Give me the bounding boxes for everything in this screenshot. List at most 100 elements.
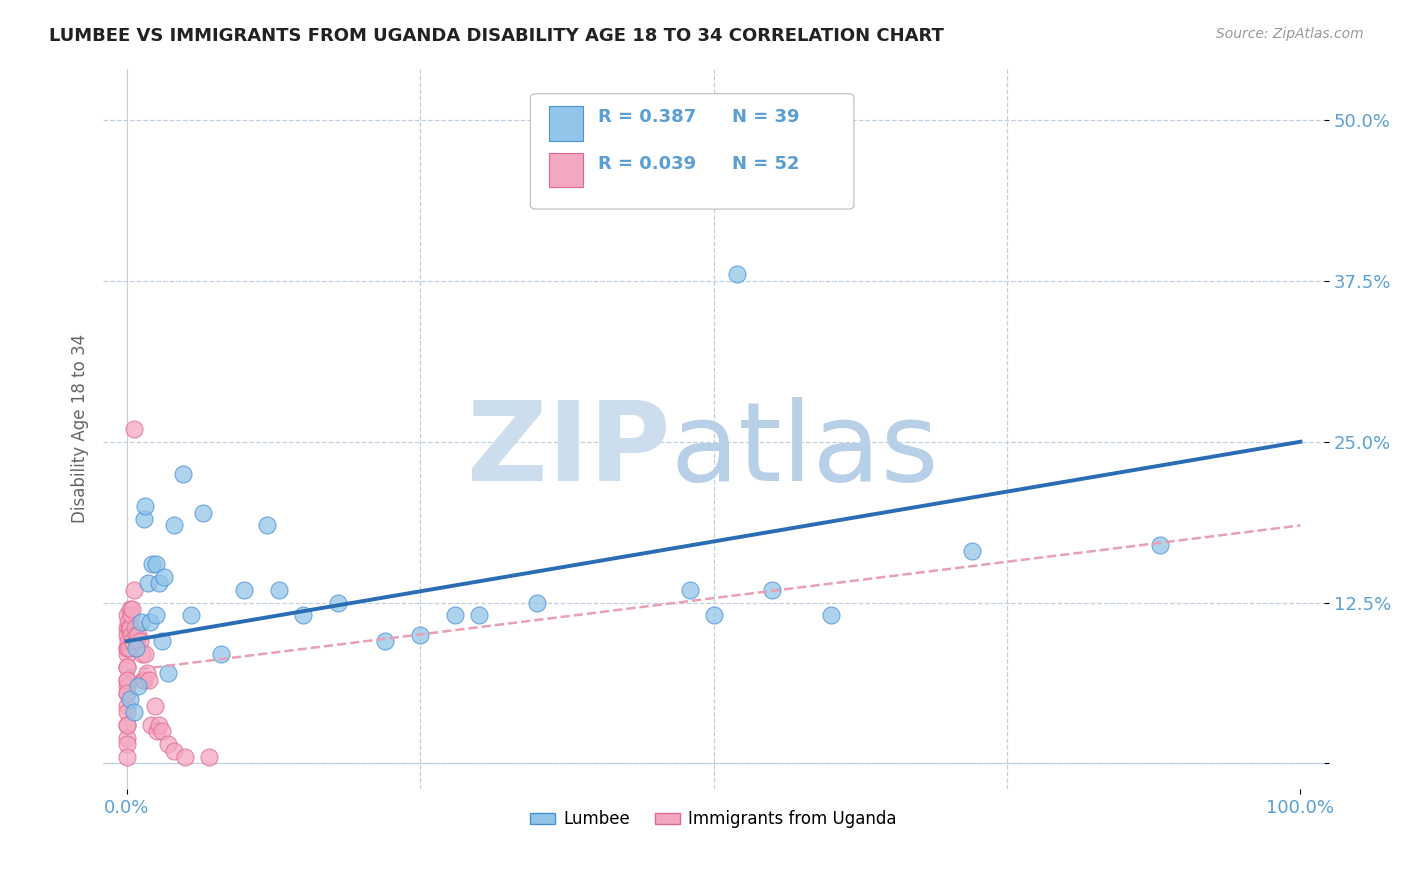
Point [118,640,141,655]
Point [115,660,138,674]
Point [117,634,139,648]
Point [121,602,143,616]
Point [115,628,138,642]
Point [115,673,138,687]
Point [115,640,138,655]
Y-axis label: Disability Age 18 to 34: Disability Age 18 to 34 [72,334,89,524]
Point [115,731,138,745]
Point [409,628,432,642]
Point [162,743,184,757]
Point [125,628,148,642]
Point [172,467,194,481]
Point [120,608,142,623]
Point [115,673,138,687]
Point [115,660,138,674]
Text: atlas: atlas [671,397,939,504]
Point [725,268,748,282]
Point [156,666,179,681]
Point [127,634,149,648]
Point [197,750,219,764]
Point [374,634,396,648]
Point [115,686,138,700]
Point [143,698,166,713]
Point [131,647,153,661]
Text: R = 0.039: R = 0.039 [598,155,696,173]
Point [127,679,149,693]
Point [444,608,467,623]
Point [269,582,291,597]
Point [145,608,167,623]
Point [120,602,142,616]
Point [468,608,491,623]
Point [125,640,148,655]
FancyBboxPatch shape [548,106,583,141]
Point [122,422,145,436]
Point [761,582,783,597]
Point [679,582,702,597]
FancyBboxPatch shape [530,94,853,209]
Point [326,596,349,610]
Text: ZIP: ZIP [467,397,671,504]
Point [150,724,173,739]
Point [129,615,152,629]
Point [115,679,138,693]
Point [209,647,232,661]
Point [138,673,160,687]
Point [233,582,256,597]
Point [145,557,167,571]
Point [191,506,214,520]
Point [180,608,202,623]
Point [120,621,142,635]
Text: Source: ZipAtlas.com: Source: ZipAtlas.com [1216,27,1364,41]
Point [115,705,138,719]
FancyBboxPatch shape [548,153,583,187]
Point [136,576,159,591]
Point [291,608,314,623]
Point [121,634,143,648]
Text: LUMBEE VS IMMIGRANTS FROM UGANDA DISABILITY AGE 18 TO 34 CORRELATION CHART: LUMBEE VS IMMIGRANTS FROM UGANDA DISABIL… [49,27,943,45]
Text: N = 52: N = 52 [733,155,800,173]
Legend: Lumbee, Immigrants from Uganda: Lumbee, Immigrants from Uganda [523,804,904,835]
Point [122,582,145,597]
Point [139,615,162,629]
Point [115,640,138,655]
Point [702,608,724,623]
Point [127,628,149,642]
Point [120,628,142,642]
Point [820,608,842,623]
Point [128,634,150,648]
Point [115,718,138,732]
Point [115,737,138,751]
Point [141,557,163,571]
Point [1149,538,1171,552]
Point [135,666,157,681]
Point [526,596,548,610]
Point [132,673,155,687]
Text: R = 0.387: R = 0.387 [598,108,696,126]
Point [960,544,983,558]
Point [174,750,197,764]
Point [153,570,176,584]
Point [118,621,141,635]
Point [141,718,163,732]
Point [134,673,156,687]
Point [162,518,184,533]
Point [156,737,179,751]
Point [150,634,173,648]
Point [115,698,138,713]
Point [725,120,748,134]
Point [122,705,145,719]
Point [134,647,156,661]
Point [120,692,142,706]
Point [146,724,169,739]
Point [115,647,138,661]
Point [115,718,138,732]
Point [134,512,156,526]
Text: N = 39: N = 39 [733,108,800,126]
Point [124,621,146,635]
Point [115,750,138,764]
Point [115,608,138,623]
Point [148,718,170,732]
Point [148,576,170,591]
Point [134,499,156,513]
